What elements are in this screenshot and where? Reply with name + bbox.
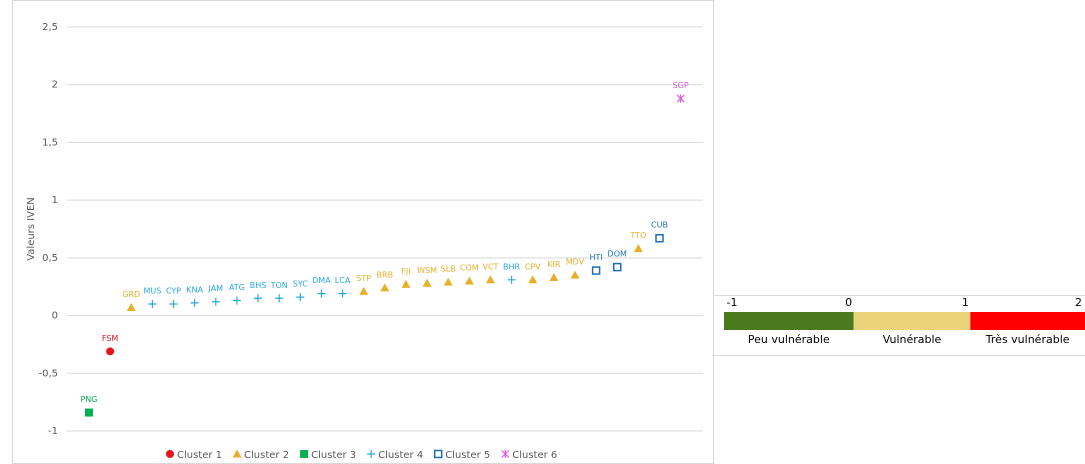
y-tick-label: 2,5 bbox=[42, 22, 58, 33]
marker bbox=[676, 94, 685, 103]
legend-marker bbox=[433, 449, 443, 459]
marker bbox=[633, 244, 643, 253]
marker bbox=[169, 300, 178, 309]
scale-segment bbox=[853, 312, 971, 330]
marker bbox=[443, 277, 453, 286]
point-label: DOM bbox=[608, 250, 627, 259]
marker bbox=[126, 302, 136, 311]
point-label: STP bbox=[356, 274, 371, 283]
scale-label: Peu vulnérable bbox=[748, 333, 830, 346]
point-label: COM bbox=[460, 263, 479, 272]
marker bbox=[570, 270, 580, 279]
marker bbox=[275, 294, 284, 303]
point-label: LCA bbox=[335, 276, 351, 285]
legend-label: Cluster 2 bbox=[244, 450, 289, 461]
point-label: HTI bbox=[589, 253, 602, 262]
scale-label: Très vulnérable bbox=[985, 333, 1070, 346]
point-label: SGP bbox=[673, 81, 689, 90]
point-label: BRB bbox=[377, 270, 394, 279]
legend-marker bbox=[367, 450, 376, 458]
marker bbox=[359, 286, 369, 295]
legend-marker bbox=[300, 450, 309, 458]
point-label: SYC bbox=[293, 280, 309, 289]
point-label: DMA bbox=[312, 276, 331, 285]
chart-border bbox=[12, 0, 714, 464]
y-tick-label: -1 bbox=[48, 426, 58, 437]
point-label: CUB bbox=[651, 221, 668, 230]
point-label: MUS bbox=[143, 287, 161, 296]
point-label: VCT bbox=[482, 262, 498, 271]
marker bbox=[190, 298, 199, 307]
scale-segment bbox=[724, 312, 854, 330]
y-tick-label: -0,5 bbox=[38, 368, 58, 379]
marker bbox=[485, 275, 495, 284]
point-label: MDV bbox=[566, 258, 585, 267]
y-tick-label: 1,5 bbox=[42, 137, 58, 148]
y-axis-label: Valeurs IVEN bbox=[26, 197, 37, 261]
point-label: BHS bbox=[250, 281, 267, 290]
scale-tick-label: 2 bbox=[1075, 296, 1082, 309]
marker bbox=[655, 233, 664, 243]
marker bbox=[148, 300, 157, 309]
marker bbox=[211, 297, 220, 306]
marker bbox=[507, 275, 516, 284]
scale-segment bbox=[970, 312, 1085, 330]
marker bbox=[85, 408, 93, 417]
point-label: BHR bbox=[503, 262, 521, 271]
y-tick-label: 0 bbox=[52, 311, 58, 322]
scale-tick-label: -1 bbox=[727, 296, 738, 309]
point-label: KNA bbox=[186, 285, 203, 294]
point-label: PNG bbox=[80, 395, 97, 404]
legend-label: Cluster 6 bbox=[512, 450, 557, 461]
marker bbox=[106, 347, 115, 356]
point-label: SLB bbox=[441, 265, 456, 274]
point-label: CPV bbox=[525, 262, 541, 271]
marker bbox=[464, 276, 474, 285]
marker bbox=[401, 279, 411, 288]
point-label: FJI bbox=[401, 267, 410, 276]
legend-marker bbox=[166, 450, 174, 458]
marker bbox=[232, 296, 241, 305]
marker bbox=[254, 294, 263, 303]
y-tick-label: 1 bbox=[52, 195, 58, 206]
y-tick-label: 0,5 bbox=[42, 253, 58, 264]
legend-label: Cluster 5 bbox=[445, 450, 490, 461]
legend-label: Cluster 1 bbox=[177, 450, 222, 461]
marker bbox=[380, 283, 390, 292]
scale-tick-label: 1 bbox=[962, 296, 969, 309]
marker bbox=[422, 278, 432, 287]
point-label: CYP bbox=[166, 287, 181, 296]
marker bbox=[612, 262, 622, 272]
legend-marker bbox=[501, 450, 510, 458]
point-label: ATG bbox=[229, 283, 245, 292]
legend-marker bbox=[232, 449, 242, 458]
point-label: KIR bbox=[547, 260, 561, 269]
marker bbox=[338, 289, 347, 298]
point-label: TON bbox=[270, 281, 288, 290]
marker bbox=[549, 272, 559, 281]
marker bbox=[591, 266, 601, 275]
point-label: FSM bbox=[102, 334, 119, 343]
point-label: JAM bbox=[207, 284, 223, 293]
legend-label: Cluster 3 bbox=[311, 450, 356, 461]
legend-label: Cluster 4 bbox=[378, 450, 423, 461]
scale-tick-label: 0 bbox=[845, 296, 852, 309]
scale-label: Vulnérable bbox=[883, 333, 942, 346]
y-tick-label: 2 bbox=[52, 80, 58, 91]
point-label: GRD bbox=[122, 290, 140, 299]
point-label: TTO bbox=[629, 231, 646, 240]
marker bbox=[317, 289, 326, 298]
point-label: WSM bbox=[417, 266, 437, 275]
marker bbox=[528, 275, 538, 284]
marker bbox=[296, 293, 305, 302]
